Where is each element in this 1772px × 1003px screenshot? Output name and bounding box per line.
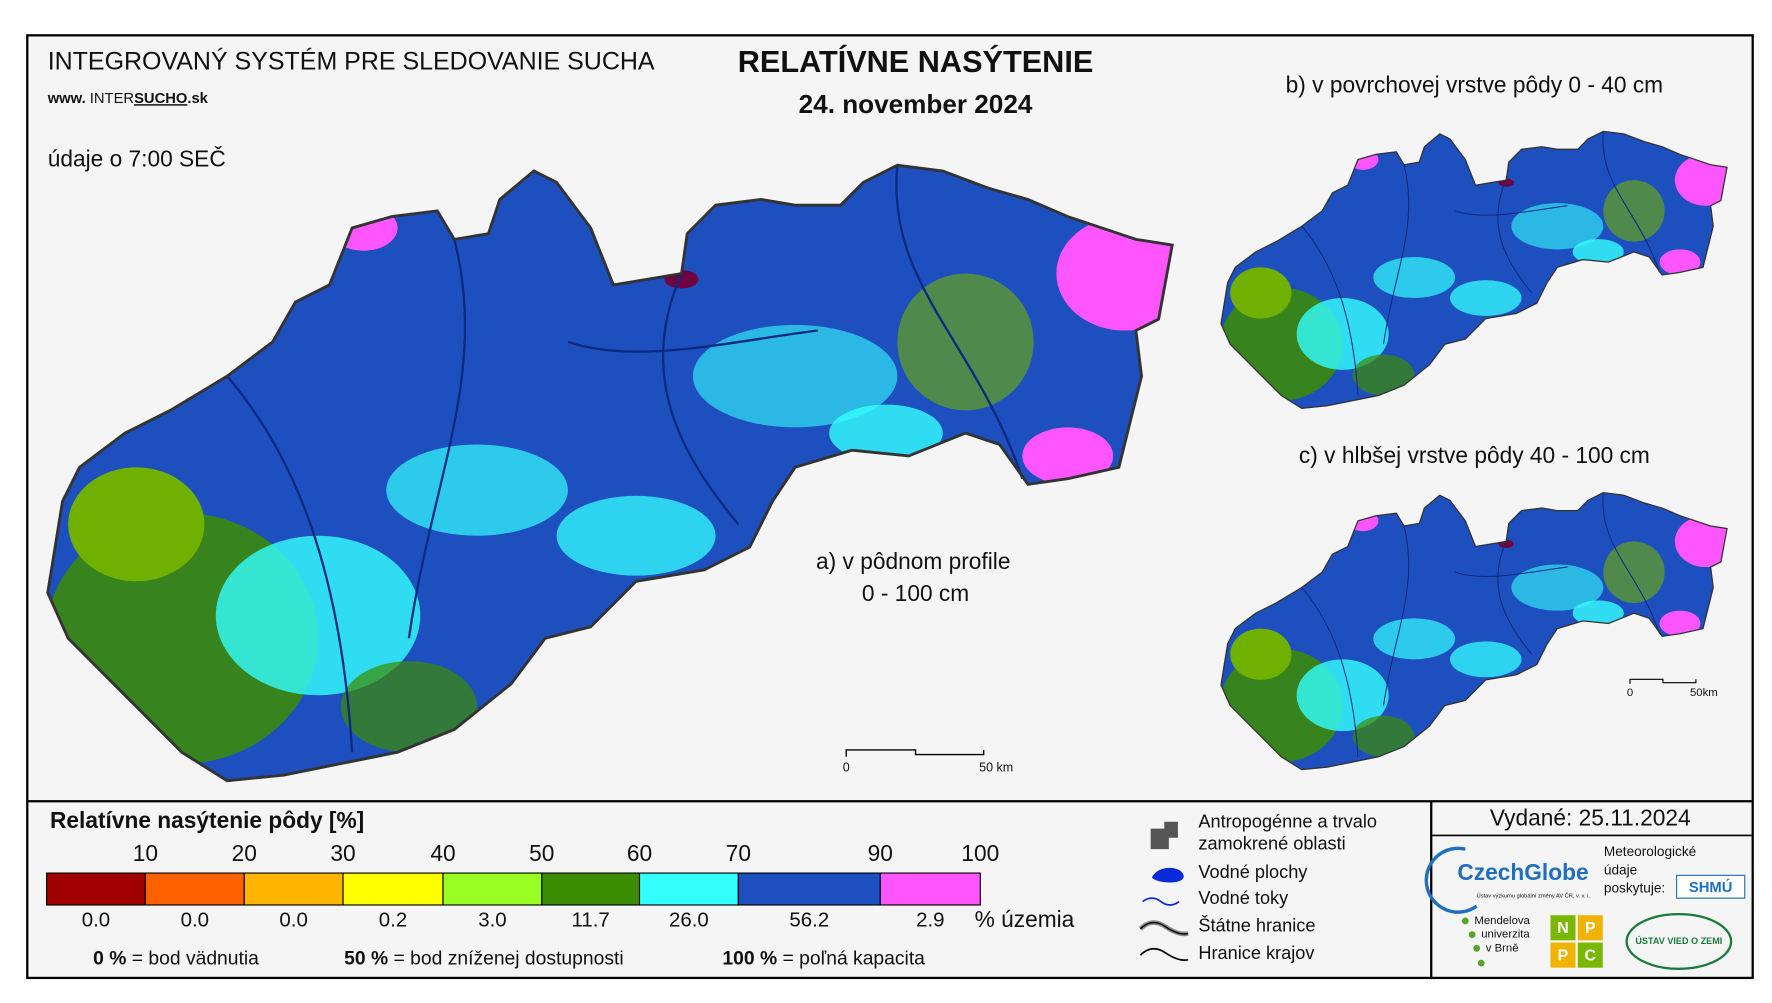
class-bound: 10 [133, 840, 158, 866]
nppc-cell [1577, 915, 1603, 941]
class-share: 0.0 [181, 908, 209, 931]
web-part: .sk [187, 91, 208, 107]
symbol-label: Vodné plochy [1198, 862, 1308, 882]
color-class [737, 872, 881, 906]
symbol-state-border [1139, 921, 1189, 935]
note-key: 0 % [93, 948, 126, 970]
note-text: = bod vädnutia [132, 948, 259, 970]
note-key: 100 % [722, 948, 777, 970]
map-a-depth: 0 - 100 cm [862, 580, 969, 606]
web-part: SUCHO [134, 91, 187, 107]
nppc-cell [1577, 942, 1603, 968]
class-share: 0.0 [82, 908, 110, 931]
class-bound: 30 [330, 840, 355, 866]
legend-unit: % územia [975, 906, 1075, 932]
web-part: www. [47, 91, 90, 107]
class-bound: 60 [627, 840, 652, 866]
color-class [243, 872, 344, 906]
map-c-label: c) v hlbšej vrstve pôdy 40 - 100 cm [1299, 442, 1650, 468]
note-key: 50 % [344, 948, 388, 970]
symbol-label: Hranice krajov [1198, 943, 1315, 963]
mendel-dot [1477, 959, 1485, 967]
color-class [442, 872, 543, 906]
symbol-anthropogenic [1150, 821, 1178, 850]
nppc-letter: N [1557, 920, 1568, 937]
czechglobe-sub: Ústav výzkumu globální změny AV ČR, v. v… [1477, 892, 1591, 899]
symbol-label: zamokrené oblasti [1198, 833, 1345, 853]
symbol-label: Štátne hranice [1198, 914, 1315, 935]
scale-label: 0 [843, 760, 850, 774]
website: www. INTERSUCHO.sk [47, 91, 209, 107]
nppc-letter: C [1585, 947, 1597, 964]
time-note: údaje o 7:00 SEČ [48, 146, 226, 172]
scale-bar [1629, 678, 1697, 684]
web-part: INTER [90, 91, 134, 107]
shmu-name: SHMÚ [1689, 878, 1732, 896]
nppc-cell [1550, 915, 1576, 941]
legend-note: 100 % = poľná kapacita [722, 948, 925, 970]
czechglobe-logo [1424, 846, 1478, 914]
provider: údaje [1604, 862, 1637, 877]
color-class [541, 872, 641, 906]
mendel-dot [1473, 944, 1481, 952]
color-class [144, 872, 245, 906]
class-share: 0.2 [379, 908, 407, 931]
color-class [342, 872, 444, 906]
scale-label: 50km [1690, 687, 1718, 699]
mendel-name: v Brně [1486, 942, 1519, 954]
scale-bar [845, 749, 985, 757]
class-bound: 90 [868, 840, 893, 866]
uvz-name: ÚSTAV VIED O ZEMI [1635, 935, 1722, 946]
note-text: = bod zníženej dostupnosti [394, 948, 624, 970]
color-class [638, 872, 739, 906]
class-share: 11.7 [572, 908, 610, 931]
color-class [46, 872, 146, 906]
mendel-name: Mendelova [1474, 915, 1530, 927]
map-b-label: b) v povrchovej vrstve pôdy 0 - 40 cm [1286, 72, 1663, 98]
czechglobe-name: CzechGlobe [1457, 859, 1588, 885]
nppc-letter: P [1585, 920, 1596, 937]
scale-label: 50 km [979, 760, 1013, 774]
class-bound: 100 [961, 840, 999, 866]
symbol-water-body [1151, 867, 1184, 883]
class-bound: 20 [232, 840, 257, 866]
mendel-dot [1468, 931, 1476, 939]
class-share: 56.2 [789, 908, 829, 931]
class-share: 26.0 [669, 908, 709, 931]
colorbar: 10 0.0 20 0.0 30 0.0 40 0.2 50 3.0 60 11.7 70 26.0 90 5… [46, 840, 999, 931]
scale-label: 0 [1627, 687, 1633, 699]
note-text: = poľná kapacita [783, 948, 926, 970]
mendel-name: univerzita [1481, 929, 1530, 941]
mendel-dot [1461, 917, 1469, 925]
provider: poskytuje: [1604, 881, 1665, 896]
class-bound: 70 [726, 840, 751, 866]
shmu-logo [1676, 874, 1746, 899]
nppc-letter: P [1558, 947, 1569, 964]
class-bound: 50 [529, 840, 554, 866]
symbol-label: Vodné toky [1198, 888, 1289, 908]
class-share: 0.0 [279, 908, 307, 931]
symbol-label: Antropogénne a trvalo [1198, 812, 1377, 832]
nppc-cell [1550, 942, 1576, 968]
provider: Meteorologické [1604, 844, 1696, 859]
title: RELATÍVNE NASÝTENIE [738, 44, 1094, 79]
symbol-region-border [1139, 948, 1189, 961]
legend-title: Relatívne nasýtenie pôdy [%] [50, 807, 364, 833]
uvz-logo [1625, 912, 1733, 970]
system-name: INTEGROVANÝ SYSTÉM PRE SLEDOVANIE SUCHA [48, 46, 655, 75]
legend-note: 0 % = bod vädnutia [93, 948, 259, 970]
issued: Vydané: 25.11.2024 [1490, 804, 1691, 830]
class-bound: 40 [430, 840, 455, 866]
symbol-river [1142, 897, 1180, 906]
color-class [879, 872, 981, 906]
date: 24. november 2024 [799, 89, 1033, 119]
class-share: 3.0 [478, 908, 506, 931]
legend-note: 50 % = bod zníženej dostupnosti [344, 948, 623, 970]
map-a-label: a) v pôdnom profile [816, 548, 1010, 574]
class-share: 2.9 [916, 908, 944, 931]
